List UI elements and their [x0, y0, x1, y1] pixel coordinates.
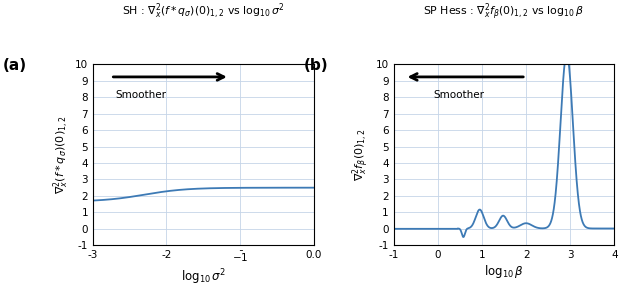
Y-axis label: $\nabla^2_x(f * q_\sigma)(0)_{1,2}$: $\nabla^2_x(f * q_\sigma)(0)_{1,2}$ [51, 115, 70, 194]
X-axis label: $\log_{10} \beta$: $\log_{10} \beta$ [484, 263, 524, 280]
Y-axis label: $\nabla^2_x f_\beta(0)_{1,2}$: $\nabla^2_x f_\beta(0)_{1,2}$ [351, 128, 371, 181]
X-axis label: $\log_{10} \sigma^2$: $\log_{10} \sigma^2$ [180, 267, 226, 287]
Text: Smoother: Smoother [433, 91, 484, 100]
Text: (a): (a) [3, 58, 28, 73]
Text: SP Hess : $\nabla^2_x f_\beta(0)_{1,2}$ vs $\log_{10} \beta$: SP Hess : $\nabla^2_x f_\beta(0)_{1,2}$ … [423, 1, 584, 22]
Text: SH : $\nabla^2_x(f * q_\sigma)(0)_{1,2}$ vs $\log_{10} \sigma^2$: SH : $\nabla^2_x(f * q_\sigma)(0)_{1,2}$… [122, 1, 285, 21]
Text: (b): (b) [304, 58, 328, 73]
Text: Smoother: Smoother [115, 91, 166, 100]
